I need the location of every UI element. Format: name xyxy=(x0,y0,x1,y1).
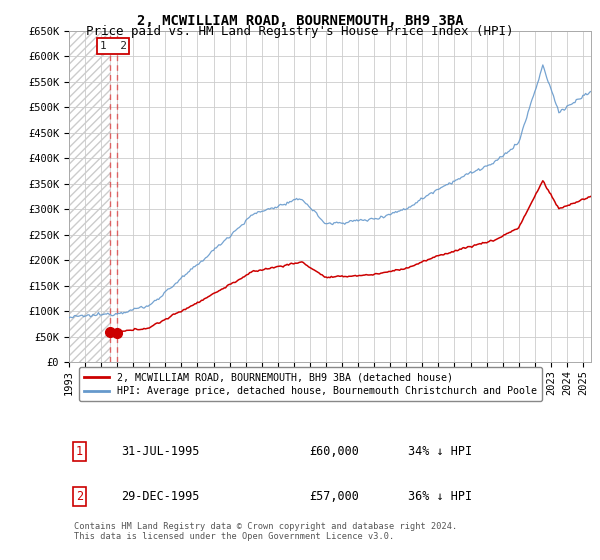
Legend: 2, MCWILLIAM ROAD, BOURNEMOUTH, BH9 3BA (detached house), HPI: Average price, de: 2, MCWILLIAM ROAD, BOURNEMOUTH, BH9 3BA … xyxy=(79,367,542,402)
Text: Price paid vs. HM Land Registry's House Price Index (HPI): Price paid vs. HM Land Registry's House … xyxy=(86,25,514,38)
Text: 1  2: 1 2 xyxy=(100,41,127,51)
Text: 2, MCWILLIAM ROAD, BOURNEMOUTH, BH9 3BA: 2, MCWILLIAM ROAD, BOURNEMOUTH, BH9 3BA xyxy=(137,14,463,28)
Text: 36% ↓ HPI: 36% ↓ HPI xyxy=(409,490,472,503)
Text: 29-DEC-1995: 29-DEC-1995 xyxy=(121,490,200,503)
Text: £57,000: £57,000 xyxy=(309,490,359,503)
Text: 1: 1 xyxy=(76,445,83,458)
Text: £60,000: £60,000 xyxy=(309,445,359,458)
Text: Contains HM Land Registry data © Crown copyright and database right 2024.
This d: Contains HM Land Registry data © Crown c… xyxy=(74,522,457,542)
Text: 2: 2 xyxy=(76,490,83,503)
Text: 31-JUL-1995: 31-JUL-1995 xyxy=(121,445,200,458)
Text: 34% ↓ HPI: 34% ↓ HPI xyxy=(409,445,472,458)
